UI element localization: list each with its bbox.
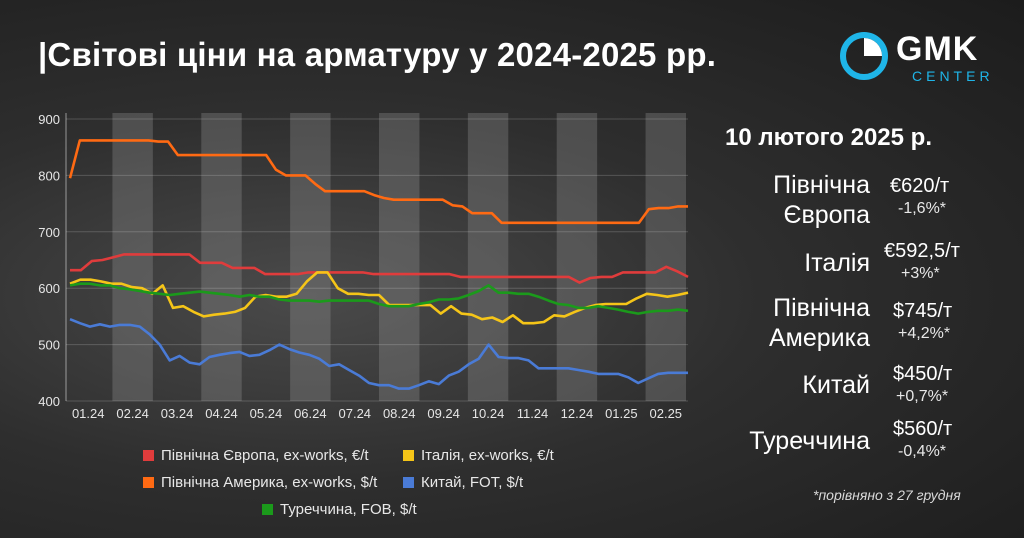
panel-date: 10 лютого 2025 р. [725, 124, 932, 151]
x-tick-label: 12.24 [561, 406, 594, 421]
y-tick-label: 800 [38, 168, 60, 183]
legend-item-turkey: Туреччина, FOB, $/t [262, 501, 417, 518]
gmk-logo-icon [840, 32, 888, 80]
change-north-america: +4,2%* [898, 325, 951, 342]
change-italy: +3%* [901, 265, 940, 282]
legend-item-china: Китай, FOT, $/t [403, 474, 523, 491]
price-turkey: $560/т [893, 418, 953, 440]
x-tick-label: 03.24 [161, 406, 194, 421]
month-stripe [290, 113, 331, 401]
x-tick-label: 10.24 [472, 406, 505, 421]
month-stripe [556, 113, 598, 401]
legend-item-italy: Італія, ex-works, €/t [403, 447, 554, 464]
page-title: |Світові ціни на арматуру у 2024-2025 рр… [38, 36, 717, 73]
price-china: $450/т [893, 363, 953, 385]
legend-swatch [403, 450, 414, 461]
y-tick-label: 400 [38, 394, 60, 409]
legend-swatch [262, 504, 273, 515]
region-name-north-america: Північна Америка [768, 294, 870, 352]
legend-label: Північна Америка, ex-works, $/t [161, 474, 378, 491]
price-italy: €592,5/т [884, 240, 960, 262]
legend-label: Північна Європа, ex-works, €/t [161, 447, 369, 464]
y-tick-label: 900 [38, 112, 60, 127]
month-stripe [467, 113, 509, 401]
price-north-europe: €620/т [890, 175, 950, 197]
legend-label: Китай, FOT, $/t [421, 474, 524, 491]
legend-swatch [143, 450, 154, 461]
x-tick-label: 05.24 [250, 406, 283, 421]
x-tick-label: 02.25 [650, 406, 683, 421]
series-line [69, 317, 688, 390]
series-line [68, 139, 688, 225]
gridlines [65, 113, 688, 402]
x-tick-label: 01.24 [72, 406, 105, 421]
gmk-center-logo: GMK CENTER [840, 27, 1010, 87]
region-name-north-europe: Північна Європа [773, 171, 870, 229]
legend-item-north-europe: Північна Європа, ex-works, €/t [143, 447, 369, 464]
x-tick-label: 07.24 [339, 406, 372, 421]
series-line [70, 253, 689, 284]
x-tick-label: 08.24 [383, 406, 416, 421]
logo-name: GMK [896, 30, 979, 68]
x-tick-label: 06.24 [294, 406, 327, 421]
legend-swatch [143, 477, 154, 488]
x-tick-label: 11.24 [517, 406, 549, 421]
series-lines [68, 139, 689, 390]
change-turkey: -0,4%* [898, 443, 947, 460]
region-name-turkey: Туреччина [749, 427, 870, 455]
legend-item-north-america: Північна Америка, ex-works, $/t [143, 474, 377, 491]
legend-swatch [403, 477, 414, 488]
change-china: +0,7%* [896, 388, 949, 405]
y-tick-label: 500 [38, 338, 60, 353]
month-stripes [112, 113, 686, 401]
month-stripe [645, 113, 686, 401]
legend-label: Туреччина, FOB, $/t [280, 501, 417, 518]
x-tick-label: 02.24 [116, 406, 149, 421]
region-name-china: Китай [802, 371, 870, 399]
footnote: *порівняно з 27 грудня [813, 487, 961, 503]
change-north-europe: -1,6%* [898, 200, 947, 217]
y-tick-label: 700 [38, 225, 60, 240]
region-name-italy: Італія [804, 249, 870, 277]
x-tick-label: 01.25 [605, 406, 638, 421]
y-axis-ticks: 400 500 600 700 800 900 [38, 112, 60, 409]
price-north-america: $745/т [893, 300, 953, 322]
logo-subtitle: CENTER [912, 68, 994, 84]
series-line [69, 282, 689, 315]
x-tick-label: 09.24 [427, 406, 460, 421]
month-stripe [379, 113, 420, 401]
legend-label: Італія, ex-works, €/t [421, 447, 554, 464]
x-axis-ticks: 01.24 02.24 03.24 04.24 05.24 06.24 07.24 08.24… [72, 406, 682, 421]
y-tick-label: 600 [38, 281, 60, 296]
x-tick-label: 04.24 [205, 406, 238, 421]
